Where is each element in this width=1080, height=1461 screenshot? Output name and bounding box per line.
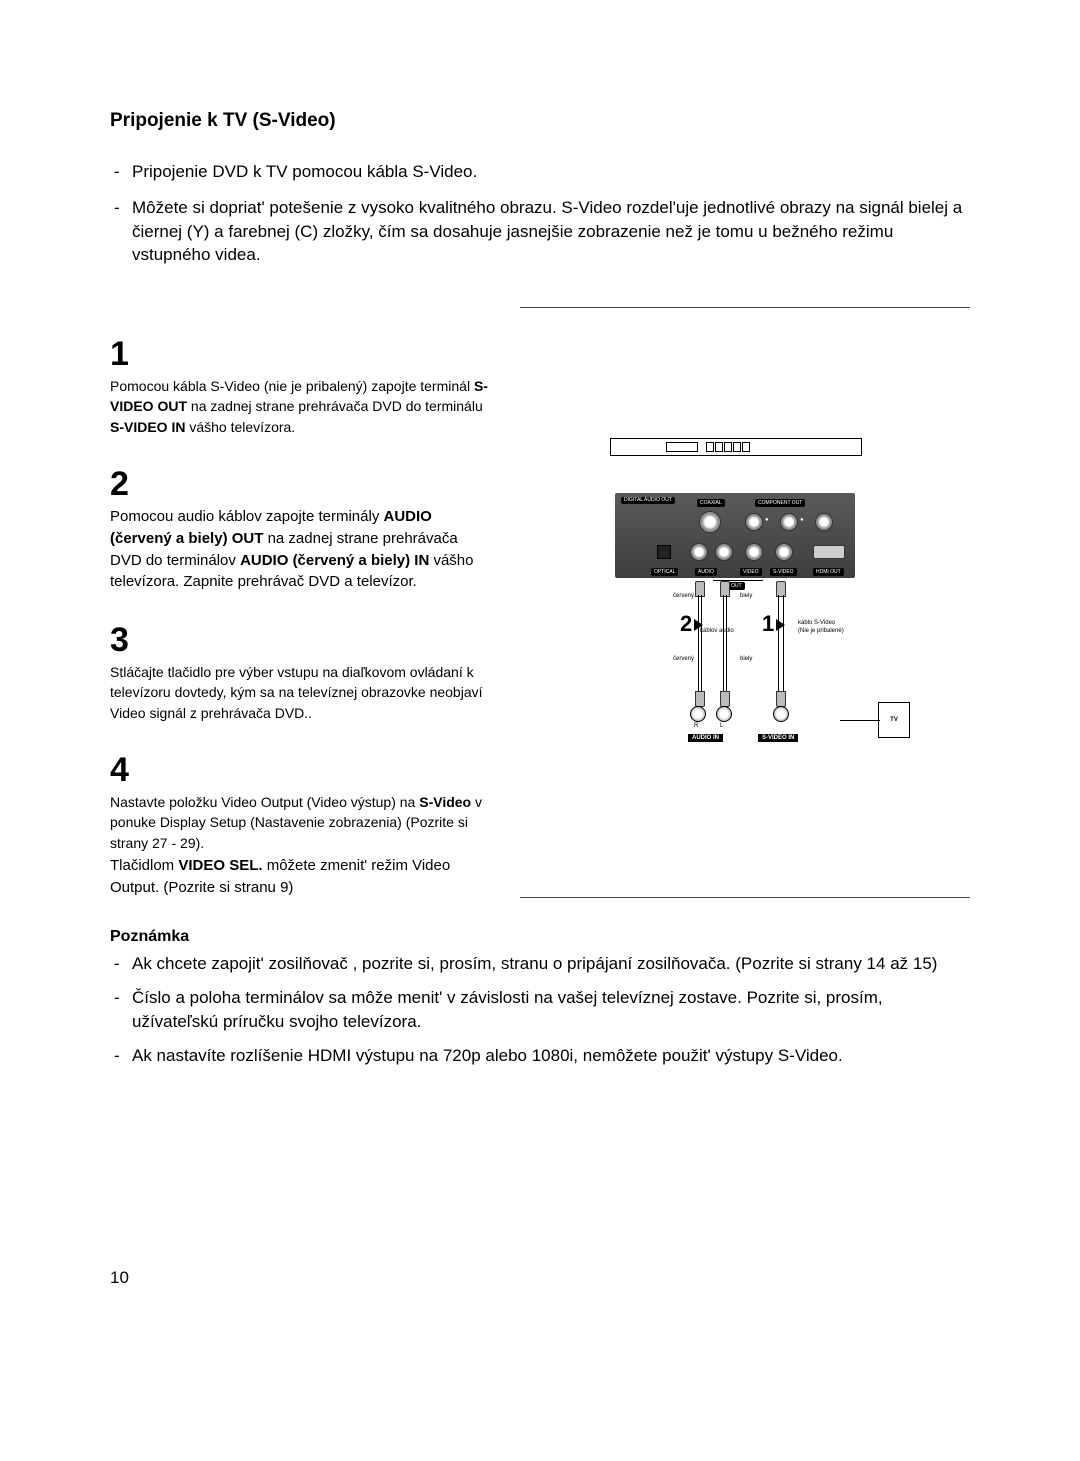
jack-r-label: R xyxy=(694,723,698,729)
step-arrow-one: 1 xyxy=(762,611,785,637)
arrow-triangle-icon xyxy=(776,619,785,631)
panel-label: AUDIO xyxy=(695,568,717,576)
hdmi-port xyxy=(813,545,845,559)
note-item: Ak nastavíte rozlíšenie HDMI výstupu na … xyxy=(110,1044,970,1068)
audio-l-port xyxy=(690,543,708,561)
steps-column: 1 Pomocou kábla S-Video (nie je pribalen… xyxy=(110,307,490,898)
optical-port xyxy=(657,545,671,559)
section-title: Pripojenie k TV (S-Video) xyxy=(110,110,970,132)
audio-cable xyxy=(723,595,727,693)
intro-list: Pripojenie DVD k TV pomocou kábla S-Vide… xyxy=(110,160,970,267)
notes-list: Ak chcete zapojit' zosilňovač , pozrite … xyxy=(110,952,970,1067)
text: vášho televízora. xyxy=(185,419,295,435)
cable-label: káblov audio xyxy=(700,628,734,634)
component-port xyxy=(815,513,833,531)
diagram-column: DIGITAL AUDIO OUT COAXIAL COMPONENT OUT … xyxy=(520,307,970,898)
intro-item: Môžete si dopriat' potešenie z vysoko kv… xyxy=(110,196,970,267)
step-number: 2 xyxy=(110,465,490,504)
tv-input-block: R L AUDIO IN S-VIDEO IN xyxy=(670,700,840,740)
tv-connector-line xyxy=(840,720,880,721)
cable-label: biely xyxy=(740,593,752,599)
step-text: Nastavte položku Video Output (Video výs… xyxy=(110,792,490,898)
svideo-cable xyxy=(778,595,784,693)
text: Nastavte položku Video Output (Video výs… xyxy=(110,794,419,810)
audio-cable xyxy=(698,595,702,693)
step-text: Pomocou audio káblov zapojte terminály A… xyxy=(110,506,490,593)
panel-label: DIGITAL AUDIO OUT xyxy=(621,497,675,504)
panel-label: COAXIAL xyxy=(697,499,725,507)
bold-text: VIDEO SEL. xyxy=(178,857,262,874)
panel-label: S-VIDEO xyxy=(770,568,797,576)
tv-box: TV xyxy=(878,702,910,738)
panel-label: OPTICAL xyxy=(651,568,678,576)
step-number: 4 xyxy=(110,751,490,790)
cable-label: (Nie je pribalené) xyxy=(798,628,844,634)
step-text: Stláčajte tlačidlo pre výber vstupu na d… xyxy=(110,662,490,723)
component-port xyxy=(780,513,798,531)
notes-title: Poznámka xyxy=(110,928,970,946)
bold-text: S-VIDEO IN xyxy=(110,419,185,435)
cable-label: červený xyxy=(673,593,694,599)
text: Tlačidlom xyxy=(110,857,178,874)
text: Pomocou audio káblov zapojte terminály xyxy=(110,508,384,525)
port-marker: ● xyxy=(800,517,804,523)
tv-input-label: AUDIO IN xyxy=(688,734,723,742)
page-number: 10 xyxy=(110,1268,970,1288)
bold-text: AUDIO (červený a biely) IN xyxy=(240,552,429,569)
dvd-buttons xyxy=(706,442,750,452)
port-marker: ● xyxy=(765,517,769,523)
video-port xyxy=(745,543,763,561)
audio-in-jack xyxy=(716,706,732,722)
note-item: Ak chcete zapojit' zosilňovač , pozrite … xyxy=(110,952,970,976)
svideo-port xyxy=(775,543,793,561)
step-text: Pomocou kábla S-Video (nie je pribalený)… xyxy=(110,376,490,437)
cable-label: biely xyxy=(740,656,752,662)
arrow-number: 2 xyxy=(680,611,692,636)
connection-diagram: DIGITAL AUDIO OUT COAXIAL COMPONENT OUT … xyxy=(580,438,910,748)
svideo-in-jack xyxy=(773,706,789,722)
step-number: 1 xyxy=(110,335,490,374)
panel-label: OUT xyxy=(728,582,745,590)
panel-label: COMPONENT OUT xyxy=(755,499,805,507)
cable-label: červený xyxy=(673,656,694,662)
jack-l-label: L xyxy=(720,723,723,729)
step-number: 3 xyxy=(110,621,490,660)
dvd-top-outline xyxy=(610,438,862,456)
panel-label: VIDEO xyxy=(740,568,762,576)
audio-in-jack xyxy=(690,706,706,722)
note-item: Číslo a poloha terminálov sa môže menit'… xyxy=(110,986,970,1034)
dvd-slot xyxy=(666,442,698,452)
text: na zadnej strane prehrávača DVD do termi… xyxy=(187,398,483,414)
coaxial-port xyxy=(699,511,721,533)
cable-label: káblo S-Video xyxy=(798,620,835,626)
arrow-number: 1 xyxy=(762,611,774,636)
dvd-rear-panel: DIGITAL AUDIO OUT COAXIAL COMPONENT OUT … xyxy=(615,493,855,578)
panel-label: HDMI OUT xyxy=(813,568,844,576)
audio-r-port xyxy=(715,543,733,561)
intro-item: Pripojenie DVD k TV pomocou kábla S-Vide… xyxy=(110,160,970,184)
text: Pomocou kábla S-Video (nie je pribalený)… xyxy=(110,378,474,394)
component-port xyxy=(745,513,763,531)
bold-text: S-Video xyxy=(419,794,471,810)
tv-input-label: S-VIDEO IN xyxy=(758,734,798,742)
